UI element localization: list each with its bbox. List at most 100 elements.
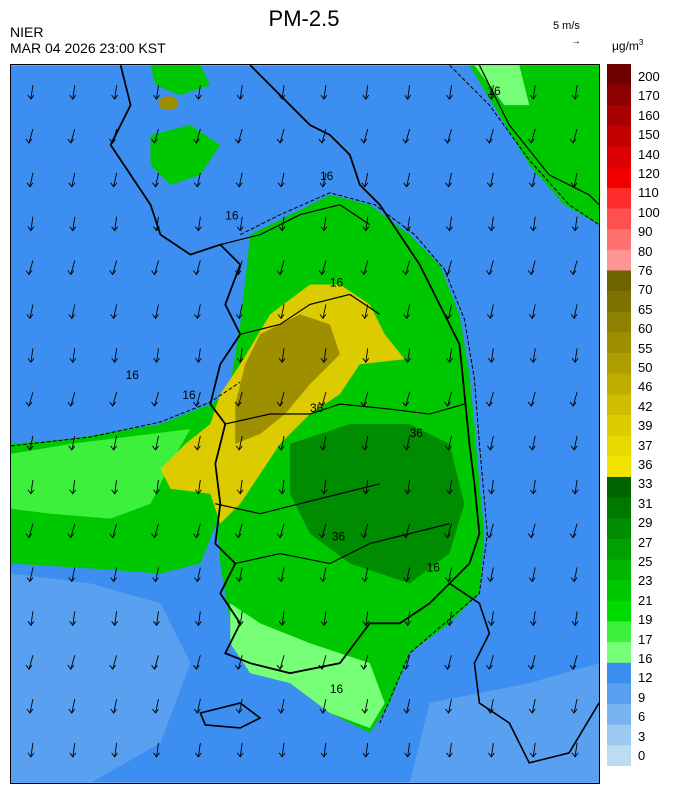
wind-arrow-head (276, 664, 284, 670)
wind-arrow-shaft (572, 391, 578, 407)
wind-arrow-head (487, 445, 494, 451)
wind-arrow-shaft (573, 567, 578, 582)
wind-arrow-head (318, 533, 326, 539)
wind-arrow-head (362, 752, 370, 758)
wind-arrow-head (26, 314, 34, 320)
wind-arrow-head (569, 401, 577, 407)
legend-label: 3 (638, 728, 646, 744)
legend-label: 12 (638, 670, 653, 686)
wind-arrow-shaft (239, 479, 243, 494)
legend-color-bar (607, 208, 631, 230)
wind-arrow-head (195, 489, 202, 495)
wind-arrow-head (234, 401, 242, 407)
wind-arrow-shaft (530, 260, 536, 275)
wind-arrow-head (235, 445, 243, 451)
agency-label: NIER (10, 24, 44, 40)
wind-arrow-shaft (322, 172, 327, 187)
legend-color-bar (607, 518, 631, 540)
wind-arrow-head (320, 752, 328, 758)
wind-arrow-head (402, 138, 410, 144)
wind-arrow-head (110, 577, 117, 583)
wind-arrow-head (403, 182, 411, 188)
wind-arrow-head (27, 94, 35, 100)
legend-label: 31 (638, 495, 653, 511)
wind-arrow-shaft (72, 216, 76, 231)
wind-arrow-shaft (365, 479, 369, 494)
wind-arrow-head (486, 270, 493, 276)
wind-arrow-shaft (364, 435, 369, 451)
wind-arrow-head (362, 94, 370, 100)
wind-arrow-shaft (156, 479, 159, 494)
wind-arrow-shaft (30, 85, 34, 100)
wind-arrow-head (236, 752, 244, 758)
wind-arrow-head (153, 94, 160, 100)
wind-arrow-head (570, 577, 578, 583)
wind-arrow-head (404, 94, 411, 100)
wind-arrow-shaft (447, 260, 452, 275)
wind-arrow-head (404, 226, 411, 232)
wind-arrow-head (445, 314, 452, 320)
wind-arrow-shaft (154, 391, 159, 407)
wind-arrow-shaft (72, 611, 76, 626)
wind-arrow-head (27, 357, 35, 363)
wind-arrow-shaft (573, 698, 578, 714)
wind-arrow-shaft (156, 85, 159, 100)
wind-arrow-head (318, 270, 326, 276)
legend-label: 55 (638, 340, 653, 356)
wind-arrow-shaft (30, 216, 34, 231)
wind-arrow-head (361, 577, 369, 583)
wind-arrow-head (320, 489, 328, 495)
unit-label: μg/m3 (612, 38, 643, 53)
wind-arrow-head (276, 270, 284, 276)
wind-arrow-shaft (72, 348, 76, 363)
wind-arrow-head (109, 664, 117, 670)
pm-region-north-blob (150, 125, 221, 185)
map-title: PM-2.5 (268, 6, 340, 31)
wind-arrow-head (193, 270, 200, 276)
wind-arrow-head (446, 621, 453, 627)
legend-color-bar (607, 435, 631, 457)
wind-arrow-head (529, 226, 537, 232)
pm-region-southeast-low (409, 663, 599, 783)
wind-arrow-shaft (197, 611, 201, 626)
wind-arrow-head (488, 752, 495, 758)
wind-arrow-shaft (489, 567, 494, 582)
wind-arrow-head (445, 708, 452, 714)
wind-arrow-shaft (239, 85, 243, 100)
wind-arrow-head (528, 182, 536, 188)
contour-label: 16 (427, 560, 441, 574)
wind-arrow-shaft (407, 216, 411, 231)
wind-arrow-head (195, 94, 202, 100)
legend-color-bar (607, 167, 631, 189)
wind-arrow-shaft (237, 391, 243, 407)
wind-arrow-head (527, 664, 535, 670)
wind-arrow-shaft (196, 304, 201, 319)
legend-label: 6 (638, 709, 646, 725)
wind-arrow-head (278, 94, 286, 100)
legend-label: 160 (638, 107, 660, 123)
wind-arrow-shaft (531, 304, 536, 319)
wind-arrow-shaft (279, 523, 285, 538)
legend-label: 39 (638, 418, 653, 434)
wind-arrow-head (152, 445, 159, 451)
wind-arrow-head (151, 664, 158, 670)
wind-arrow-shaft (490, 348, 494, 363)
wind-arrow-head (151, 270, 158, 276)
wind-arrow-shaft (531, 435, 536, 451)
legend-color-bar (607, 187, 631, 210)
wind-arrow-head (110, 314, 117, 320)
pm-region-northwest-hotspot (158, 96, 179, 111)
wind-arrow-shaft (30, 348, 34, 363)
wind-arrow-shaft (574, 742, 578, 757)
wind-arrow-head (110, 182, 117, 188)
wind-arrow-head (69, 752, 77, 758)
wind-arrow-shaft (323, 611, 327, 626)
wind-arrow-shaft (531, 698, 536, 714)
wind-arrow-shaft (30, 611, 34, 626)
legend-label: 120 (638, 166, 660, 181)
wind-arrow-head (528, 445, 536, 451)
wind-arrow-head (195, 357, 202, 363)
wind-arrow-shaft (29, 567, 34, 582)
wind-arrow-shaft (488, 523, 494, 538)
wind-arrow-head (446, 357, 453, 363)
